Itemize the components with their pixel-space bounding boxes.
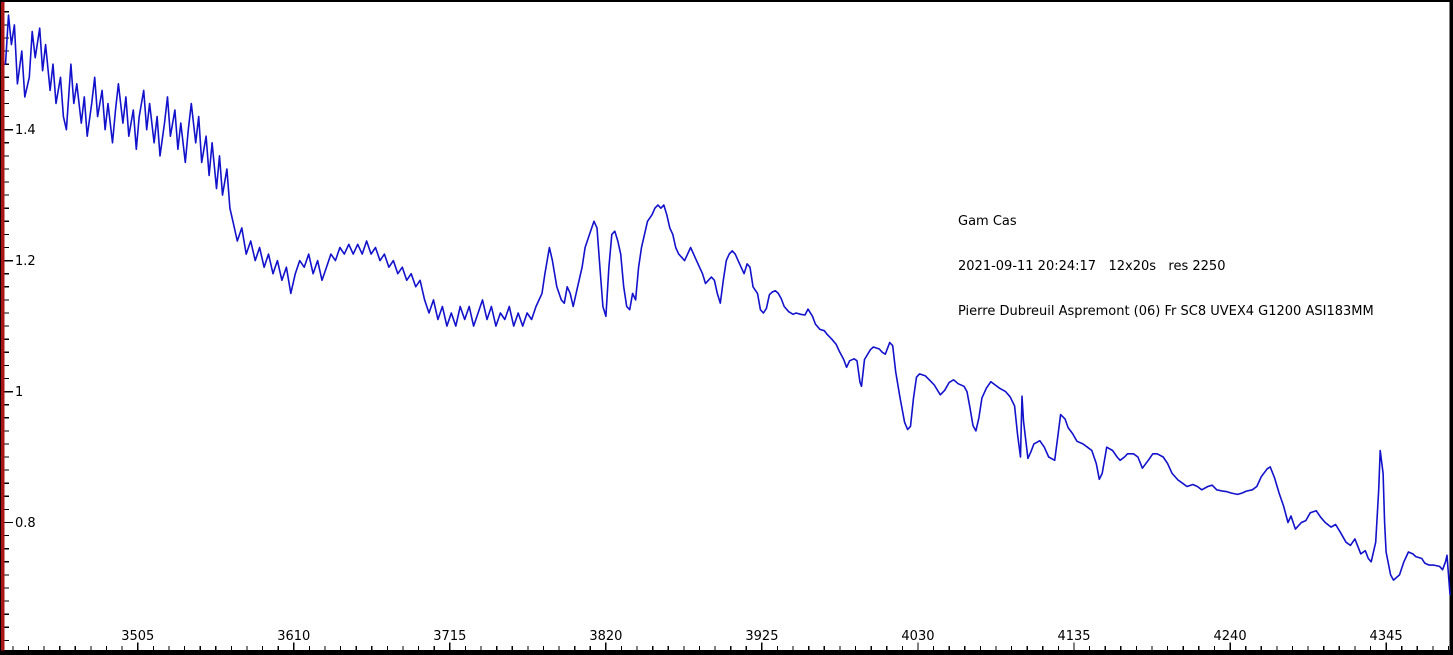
x-tick-label: 3715	[433, 629, 466, 644]
annotation-target-name: Gam Cas	[958, 214, 1017, 229]
x-tick-label: 4345	[1370, 629, 1403, 644]
annotation-observer-setup: Pierre Dubreuil Aspremont (06) Fr SC8 UV…	[958, 304, 1374, 319]
frame-top-border	[0, 0, 1453, 2]
x-tick-label: 4030	[901, 629, 934, 644]
x-tick-label: 4240	[1214, 629, 1247, 644]
y-tick-label: 1.4	[15, 123, 36, 138]
spectrum-trace	[4, 14, 1451, 596]
annotation-observation-info: 2021-09-11 20:24:17 12x20s res 2250	[958, 259, 1226, 274]
frame-left-border	[0, 0, 2, 655]
x-tick-label: 3505	[121, 629, 154, 644]
y-tick-label: 1.2	[15, 254, 36, 269]
x-tick-label: 3610	[277, 629, 310, 644]
y-axis-line	[1, 2, 5, 651]
x-tick-label: 3820	[589, 629, 622, 644]
y-tick-label: 0.8	[15, 516, 36, 531]
frame-right-border	[1449, 0, 1453, 655]
x-tick-label: 4135	[1057, 629, 1090, 644]
x-tick-label: 3925	[745, 629, 778, 644]
annotation-block: Gam Cas 2021-09-11 20:24:17 12x20s res 2…	[958, 184, 1374, 349]
y-tick-label: 1	[15, 385, 23, 400]
frame-bottom-border	[0, 650, 1453, 655]
